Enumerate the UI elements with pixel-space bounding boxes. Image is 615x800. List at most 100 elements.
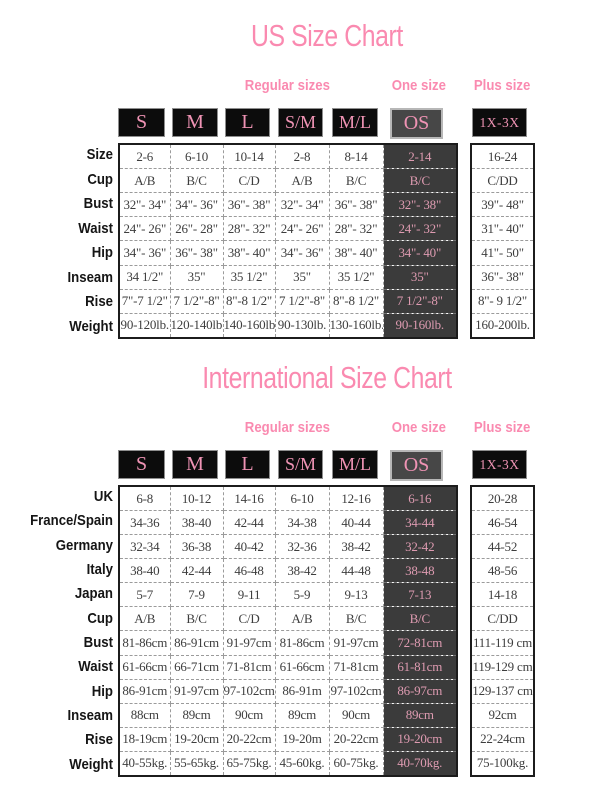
size-cell: 97-102cm (222, 678, 276, 704)
us-group-regular-sizes: Regular sizes (118, 77, 456, 95)
size-cell: A/B (274, 168, 330, 194)
size-cell: 26"- 28" (169, 216, 224, 242)
plus-size-cell: 14-18 (470, 582, 535, 608)
table-row: 92cm (470, 702, 535, 728)
size-cell: 19-20cm (169, 726, 224, 752)
plus-size-cell: 16-24 (470, 143, 535, 170)
us-chart-title-row: US Size Chart (118, 18, 535, 54)
size-cell: 10-12 (169, 485, 224, 512)
table-row: 34"- 36" 36"- 38" 38"- 40" 34"- 36" 38"- 40"… (118, 240, 458, 266)
row-label-inseam: Inseam (67, 268, 113, 286)
table-row: 129-137 cm (470, 678, 535, 704)
size-cell: C/D (222, 168, 276, 194)
size-cell: 66-71cm (169, 654, 224, 680)
intl-chart-title-row: International Size Chart (118, 360, 535, 396)
size-cell: 7"-7 1/2" (118, 288, 171, 314)
size-header-m: M (172, 450, 218, 479)
us-size-chart-section: US Size Chart Regular sizes One size Plu… (0, 0, 615, 342)
size-cell: 60-75kg. (328, 750, 384, 777)
row-label-hip: Hip (91, 682, 113, 700)
table-row: 5-7 7-9 9-11 5-9 9-13 7-13 (118, 582, 458, 608)
size-cell: 34"- 36" (118, 240, 171, 266)
size-cell: 42-44 (222, 510, 276, 536)
us-main-table: 2-6 6-10 10-14 2-8 8-14 2-14 A/B B/C C/D A/B B/C B/… (118, 143, 458, 339)
size-header-1x3x: 1X-3X (472, 450, 527, 479)
plus-size-cell: 44-52 (470, 534, 535, 560)
size-header-l: L (225, 450, 270, 479)
row-label-hip: Hip (91, 244, 113, 261)
plus-size-cell: 92cm (470, 702, 535, 728)
size-cell: 20-22cm (222, 726, 276, 752)
table-row: 111-119 cm (470, 630, 535, 656)
size-cell: B/C (328, 606, 384, 632)
row-label-weight: Weight (69, 317, 113, 335)
intl-group-plus-size: Plus size (462, 419, 542, 437)
plus-size-cell: 48-56 (470, 558, 535, 584)
size-cell: 35 1/2" (222, 264, 276, 290)
table-row: C/DD (470, 168, 535, 194)
plus-size-cell: 129-137 cm (470, 678, 535, 704)
table-row: 32"- 34" 34"- 36" 36"- 38" 32"- 34" 36"- 38"… (118, 192, 458, 218)
plus-size-cell: 36"- 38" (470, 264, 535, 290)
size-cell: 81-86cm (274, 630, 330, 656)
size-cell: 36"- 38" (328, 192, 384, 218)
plus-size-cell: 8"- 9 1/2" (470, 288, 535, 314)
size-cell: A/B (118, 606, 171, 632)
size-header-1x3x: 1X-3X (472, 108, 527, 137)
one-size-cell: B/C (382, 606, 458, 632)
size-cell: 9-11 (222, 582, 276, 608)
size-cell: 90cm (222, 702, 276, 728)
row-label-bust: Bust (83, 195, 113, 212)
one-size-cell: 32-42 (382, 534, 458, 560)
row-label-cup: Cup (87, 170, 113, 188)
size-header-os: OS (390, 108, 443, 139)
size-cell: A/B (274, 606, 330, 632)
size-header-l: L (225, 108, 270, 137)
size-header-m: M (172, 108, 218, 137)
one-size-cell: 19-20cm (382, 726, 458, 752)
size-cell: 2-6 (118, 143, 171, 170)
one-size-cell: 2-14 (382, 143, 458, 170)
plus-size-cell: 22-24cm (470, 726, 535, 752)
one-size-cell: 61-81cm (382, 654, 458, 680)
one-size-cell: 89cm (382, 702, 458, 728)
size-cell: 91-97cm (169, 678, 224, 704)
size-cell: 81-86cm (118, 630, 171, 656)
size-cell: 86-91cm (118, 678, 171, 704)
table-row: A/B B/C C/D A/B B/C B/C (118, 606, 458, 632)
table-row: 119-129 cm (470, 654, 535, 680)
one-size-cell: 90-160lb. (382, 312, 458, 339)
plus-size-cell: C/DD (470, 168, 535, 194)
group-label-plus-size: Plus size (473, 77, 531, 94)
table-row: 34-36 38-40 42-44 34-38 40-44 34-44 (118, 510, 458, 536)
table-row: 90-120lb. 120-140lb. 140-160lb. 90-130lb. 13… (118, 312, 458, 339)
row-label-inseam: Inseam (67, 706, 113, 724)
plus-size-cell: 41"- 50" (470, 240, 535, 266)
table-row: 88cm 89cm 90cm 89cm 90cm 89cm (118, 702, 458, 728)
size-cell: 61-66cm (274, 654, 330, 680)
size-header-sm: S/M (278, 108, 323, 137)
size-cell: 34"- 36" (274, 240, 330, 266)
row-label-waist: Waist (78, 219, 113, 237)
plus-size-cell: C/DD (470, 606, 535, 632)
table-row: 32-34 36-38 40-42 32-36 38-42 32-42 (118, 534, 458, 560)
table-row: 31"- 40" (470, 216, 535, 242)
intl-chart-title: International Size Chart (201, 360, 452, 395)
size-cell: 38"- 40" (222, 240, 276, 266)
size-cell: 34 1/2" (118, 264, 171, 290)
size-cell: 38"- 40" (328, 240, 384, 266)
size-cell: 14-16 (222, 485, 276, 512)
table-row: 34 1/2" 35" 35 1/2" 35" 35 1/2" 35" (118, 264, 458, 290)
row-label-italy: Italy (86, 560, 113, 578)
table-row: 75-100kg. (470, 750, 535, 777)
one-size-cell: 34-44 (382, 510, 458, 536)
group-label-regular-sizes: Regular sizes (244, 419, 330, 436)
size-cell: 38-40 (118, 558, 171, 584)
row-label-germany: Germany (55, 536, 113, 554)
table-row: 6-8 10-12 14-16 6-10 12-16 6-16 (118, 485, 458, 512)
intl-row-labels: UK France/Spain Germany Italy Japan Cup Bust Wa… (0, 485, 113, 777)
size-cell: 90-120lb. (118, 312, 171, 339)
plus-size-cell: 111-119 cm (470, 630, 535, 656)
table-row: 40-55kg. 55-65kg. 65-75kg. 45-60kg. 60-75kg.… (118, 750, 458, 777)
intl-main-table: 6-8 10-12 14-16 6-10 12-16 6-16 34-36 38-40 42-4… (118, 485, 458, 777)
